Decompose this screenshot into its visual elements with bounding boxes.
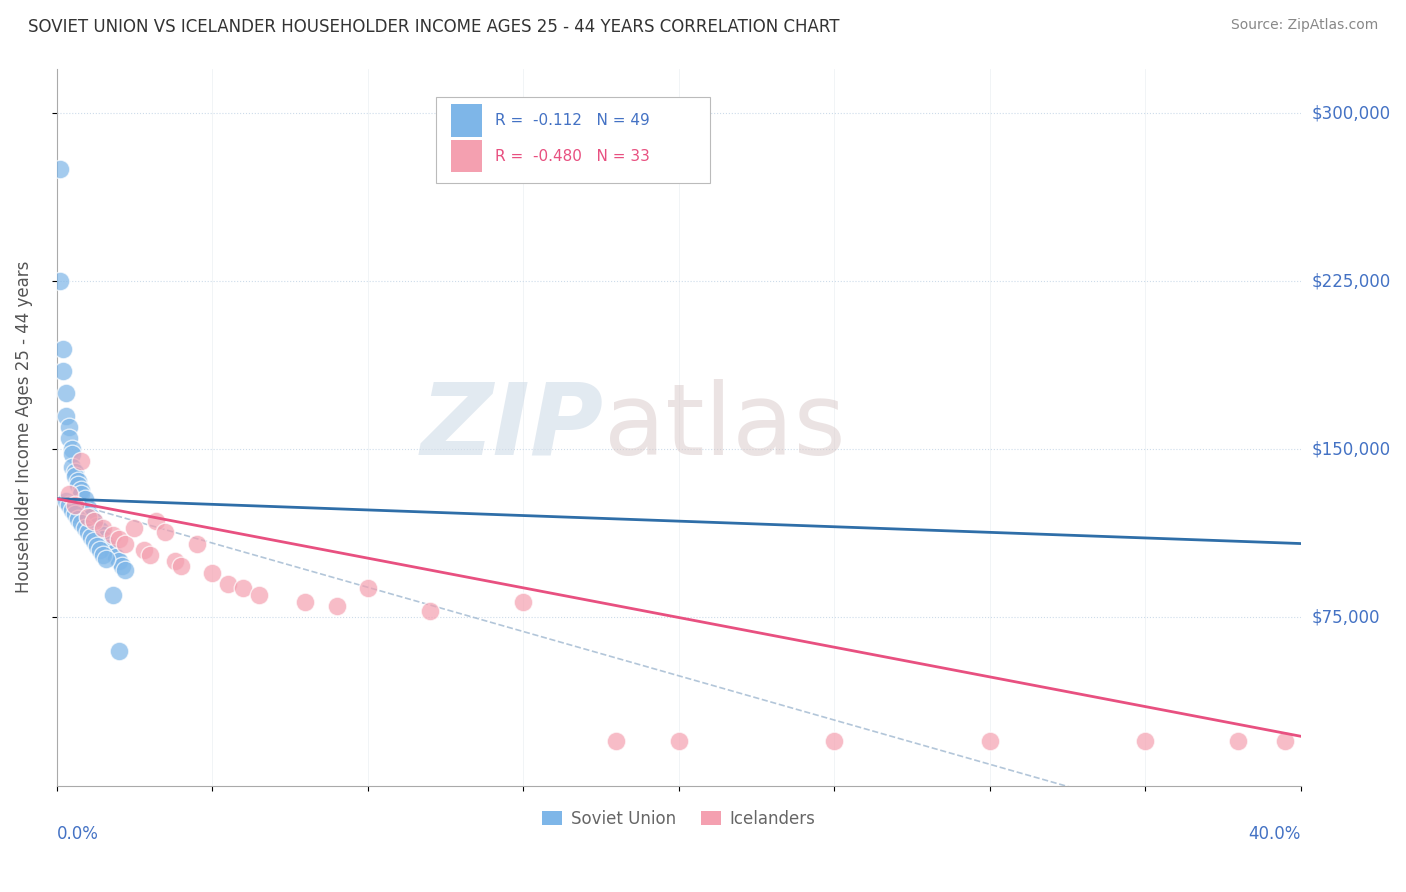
Point [325,599,347,614]
Point [201,566,224,580]
Point [55,409,77,423]
Point [96,552,118,566]
Point [67,474,90,488]
Point [979,733,1001,747]
Point [58,431,80,445]
Point [356,582,378,596]
Point [101,527,124,541]
Point [419,604,441,618]
Point [67,512,90,526]
Text: 40.0%: 40.0% [1249,825,1301,843]
Point [58,487,80,501]
Point [70,516,93,531]
Point [58,499,80,513]
Point [55,494,77,508]
Point [89,543,111,558]
Point [60,447,83,461]
FancyBboxPatch shape [436,97,710,183]
Point [70,487,93,501]
Point [96,536,118,550]
Point [73,521,96,535]
Legend: Soviet Union, Icelanders: Soviet Union, Icelanders [536,803,821,835]
Point [124,521,146,535]
Point [232,582,254,596]
Point [91,532,114,546]
Point [104,549,127,564]
Point [605,733,627,747]
Text: atlas: atlas [605,378,845,475]
Point [108,554,131,568]
Text: $225,000: $225,000 [1312,272,1391,291]
Point [170,558,193,573]
Text: $300,000: $300,000 [1312,104,1391,122]
Point [65,499,87,513]
Point [186,536,208,550]
Text: R =  -0.480   N = 33: R = -0.480 N = 33 [495,149,650,164]
Point [65,469,87,483]
Point [76,509,98,524]
Point [294,595,316,609]
Y-axis label: Householder Income Ages 25 - 44 years: Householder Income Ages 25 - 44 years [15,260,32,593]
Point [60,442,83,457]
Point [111,558,134,573]
Point [58,420,80,434]
Point [217,577,239,591]
Point [65,508,87,522]
Point [76,500,98,515]
Text: R =  -0.112   N = 49: R = -0.112 N = 49 [495,113,650,128]
Point [108,532,131,546]
Point [101,588,124,602]
Point [73,491,96,506]
Point [1133,733,1156,747]
Point [60,460,83,475]
FancyBboxPatch shape [451,140,482,172]
Point [83,514,105,528]
Point [83,534,105,549]
Point [48,162,70,177]
Point [83,514,105,528]
Point [101,545,124,559]
Point [52,342,75,356]
Point [139,548,162,562]
Point [60,503,83,517]
Point [247,588,270,602]
Point [70,483,93,497]
Point [86,539,108,553]
Point [108,644,131,658]
Point [91,521,114,535]
Point [80,509,103,524]
Point [155,525,177,540]
Point [55,386,77,401]
Text: $75,000: $75,000 [1312,608,1381,626]
Point [91,548,114,562]
Text: SOVIET UNION VS ICELANDER HOUSEHOLDER INCOME AGES 25 - 44 YEARS CORRELATION CHAR: SOVIET UNION VS ICELANDER HOUSEHOLDER IN… [28,18,839,36]
Point [89,523,111,537]
Point [163,554,186,568]
Point [48,274,70,288]
Point [132,543,155,558]
Text: $150,000: $150,000 [1312,441,1391,458]
Point [52,364,75,378]
Point [98,541,121,555]
Point [114,564,136,578]
Point [823,733,845,747]
Point [668,733,690,747]
Point [1274,733,1296,747]
Point [70,453,93,467]
Text: ZIP: ZIP [420,378,605,475]
Point [65,465,87,479]
Point [114,536,136,550]
Point [76,525,98,540]
FancyBboxPatch shape [451,104,482,136]
Point [91,527,114,541]
Point [512,595,534,609]
Point [80,530,103,544]
Point [1227,733,1250,747]
Point [86,518,108,533]
Point [67,478,90,492]
Text: Source: ZipAtlas.com: Source: ZipAtlas.com [1230,18,1378,32]
Point [145,514,167,528]
Point [76,505,98,519]
Text: 0.0%: 0.0% [56,825,98,843]
